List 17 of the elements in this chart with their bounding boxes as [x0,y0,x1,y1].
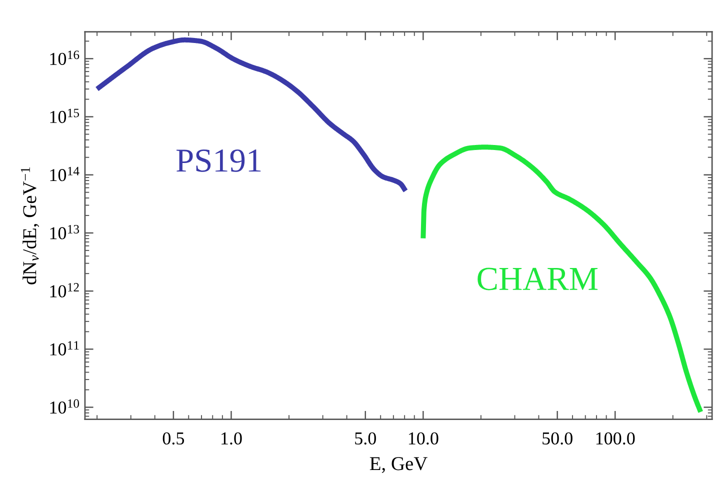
x-tick-label: 100.0 [596,432,635,445]
y-tick-label: 10$^{14}$ [50,166,80,182]
x-tick-label: 1.0 [222,432,242,445]
x-tick-label: 0.5 [162,432,184,445]
y-tick-label: 10$^{11}$ [50,341,79,356]
text: PS191 [176,149,261,172]
x-tick-label: 50.0 [542,432,572,445]
y-tick-label: 10$^{10}$ [50,399,80,414]
x-tick-label: 10.0 [408,432,438,445]
y-tick-label: 10$^{13}$ [50,224,80,240]
x-axis-title: E, GeV [370,457,428,474]
y-tick-label: 10$^{15}$ [50,108,80,124]
series-label: CHARM [478,268,598,290]
x-tick-label: 5.0 [355,432,376,445]
y-axis-title: dN$_{ν}$/dE, GeV$^{−1}$ [20,167,40,284]
y-tick-label: 10$^{12}$ [50,283,79,298]
y-tick-label: 10$^{16}$ [50,50,80,65]
